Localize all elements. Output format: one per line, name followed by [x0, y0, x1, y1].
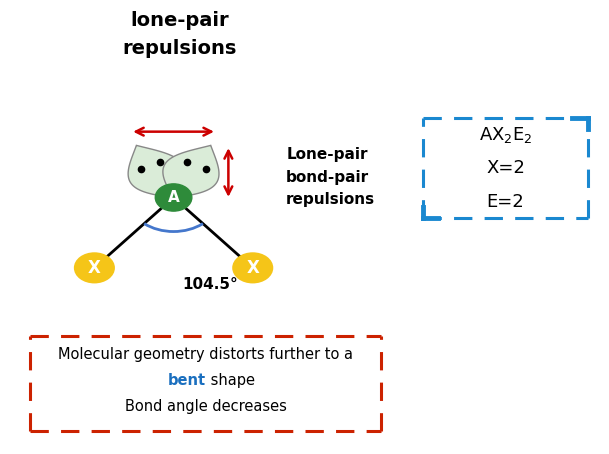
Text: lone-pair: lone-pair	[130, 11, 229, 30]
Text: bond-pair: bond-pair	[286, 169, 369, 185]
Text: repulsions: repulsions	[286, 192, 375, 207]
Text: shape: shape	[205, 373, 255, 388]
Text: repulsions: repulsions	[122, 39, 237, 58]
Text: Bond angle decreases: Bond angle decreases	[125, 399, 286, 415]
Text: bent: bent	[167, 373, 205, 388]
Polygon shape	[163, 145, 219, 197]
Circle shape	[75, 253, 114, 282]
Text: Molecular geometry distorts further to a: Molecular geometry distorts further to a	[58, 346, 353, 362]
Text: AX$_2$E$_2$: AX$_2$E$_2$	[479, 125, 532, 145]
Text: E=2: E=2	[487, 193, 524, 211]
Circle shape	[155, 184, 192, 211]
Text: X=2: X=2	[486, 159, 525, 177]
Text: A: A	[167, 190, 180, 205]
Text: Lone-pair: Lone-pair	[286, 147, 368, 162]
Text: 104.5°: 104.5°	[183, 277, 239, 292]
Circle shape	[233, 253, 272, 282]
Polygon shape	[128, 145, 185, 197]
Text: X: X	[88, 259, 101, 277]
Text: X: X	[246, 259, 259, 277]
